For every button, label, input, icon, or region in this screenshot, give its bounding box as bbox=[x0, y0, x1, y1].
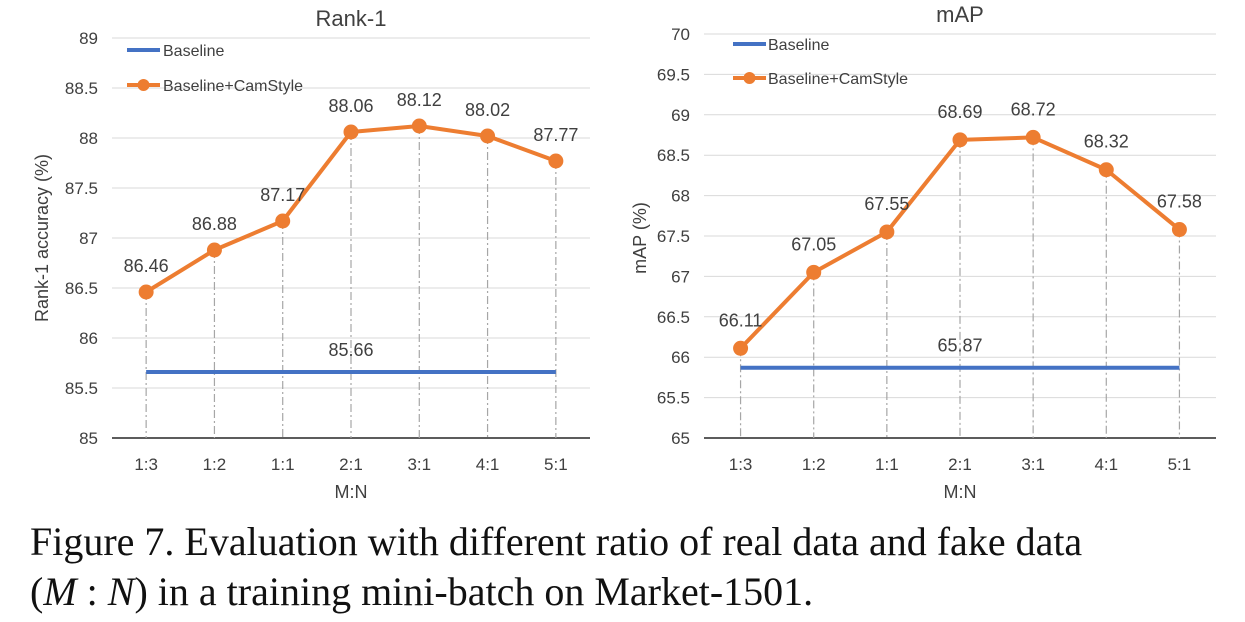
camstyle-point bbox=[480, 128, 496, 144]
y-tick-label: 67.5 bbox=[657, 227, 690, 246]
legend-baseline-label: Baseline bbox=[768, 37, 829, 54]
camstyle-data-label: 66.11 bbox=[719, 310, 763, 330]
y-tick-label: 88 bbox=[79, 129, 98, 148]
caption-math-n: N bbox=[107, 569, 135, 614]
y-tick-label: 68 bbox=[671, 187, 690, 206]
x-tick-label: 4:1 bbox=[476, 455, 500, 474]
camstyle-data-label: 88.02 bbox=[465, 100, 510, 120]
x-tick-label: 3:1 bbox=[407, 455, 431, 474]
y-tick-label: 88.5 bbox=[65, 79, 98, 98]
y-tick-label: 87 bbox=[79, 229, 98, 248]
y-tick-label: 85 bbox=[79, 429, 98, 448]
camstyle-data-label: 87.17 bbox=[260, 185, 305, 205]
camstyle-point bbox=[548, 153, 564, 169]
y-tick-label: 86.5 bbox=[65, 279, 98, 298]
y-tick-label: 89 bbox=[79, 29, 98, 48]
x-tick-label: 5:1 bbox=[544, 455, 568, 474]
camstyle-data-label: 86.46 bbox=[124, 256, 169, 276]
y-tick-label: 87.5 bbox=[65, 179, 98, 198]
camstyle-data-label: 67.58 bbox=[1157, 192, 1202, 212]
caption-math-m: M bbox=[43, 569, 77, 614]
camstyle-point bbox=[206, 242, 222, 258]
x-tick-label: 2:1 bbox=[339, 455, 363, 474]
y-tick-label: 68.5 bbox=[657, 146, 690, 165]
camstyle-point bbox=[1025, 129, 1041, 145]
x-tick-label: 2:1 bbox=[948, 455, 972, 474]
camstyle-data-label: 87.77 bbox=[533, 125, 578, 145]
chart-title: Rank-1 bbox=[316, 6, 387, 31]
camstyle-point bbox=[806, 264, 822, 280]
camstyle-point bbox=[275, 213, 291, 229]
y-tick-label: 66.5 bbox=[657, 308, 690, 327]
camstyle-point bbox=[1098, 162, 1114, 178]
y-axis-label: mAP (%) bbox=[630, 202, 650, 274]
camstyle-point bbox=[343, 124, 359, 140]
camstyle-point bbox=[733, 340, 749, 356]
x-tick-label: 1:2 bbox=[203, 455, 227, 474]
y-tick-label: 65.5 bbox=[657, 389, 690, 408]
x-tick-label: 1:2 bbox=[802, 455, 826, 474]
camstyle-data-label: 86.88 bbox=[192, 214, 237, 234]
charts-svg: 85 85.5 86 86.5 87 87.5 88 88.5 89 1:3 1:2 1:1 2:1 3:… bbox=[32, 2, 1216, 502]
legend-baseline-label: Baseline bbox=[163, 43, 224, 60]
y-tick-label: 67 bbox=[671, 267, 690, 286]
y-tick-label: 66 bbox=[671, 348, 690, 367]
camstyle-point bbox=[952, 132, 968, 148]
caption-open-paren: ( bbox=[30, 569, 44, 614]
camstyle-data-label: 68.32 bbox=[1084, 132, 1129, 152]
y-tick-label: 69 bbox=[671, 106, 690, 125]
caption-colon: : bbox=[76, 569, 108, 614]
caption-line-2: (M : N) in a training mini-batch on Mark… bbox=[30, 568, 1230, 616]
chart-title: mAP bbox=[936, 2, 984, 27]
camstyle-point bbox=[138, 284, 154, 300]
x-tick-label: 4:1 bbox=[1094, 455, 1118, 474]
y-tick-label: 70 bbox=[671, 25, 690, 44]
y-tick-label: 86 bbox=[79, 329, 98, 348]
x-tick-label: 1:3 bbox=[729, 455, 753, 474]
camstyle-data-label: 88.06 bbox=[328, 96, 373, 116]
x-tick-label: 1:3 bbox=[134, 455, 158, 474]
legend-camstyle-marker bbox=[743, 72, 756, 84]
x-tick-label: 5:1 bbox=[1168, 455, 1192, 474]
camstyle-data-label: 88.12 bbox=[397, 90, 442, 110]
y-tick-label: 85.5 bbox=[65, 379, 98, 398]
camstyle-data-label: 68.72 bbox=[1011, 99, 1056, 119]
camstyle-point bbox=[1171, 222, 1187, 238]
legend-camstyle-label: Baseline+CamStyle bbox=[163, 78, 303, 95]
caption-rest: ) in a training mini-batch on Market-150… bbox=[134, 569, 814, 614]
y-tick-label: 65 bbox=[671, 429, 690, 448]
caption-line-1: Figure 7. Evaluation with different rati… bbox=[30, 519, 1083, 564]
legend-camstyle-label: Baseline+CamStyle bbox=[768, 71, 908, 88]
x-tick-label: 1:1 bbox=[875, 455, 899, 474]
baseline-data-label: 85.66 bbox=[328, 340, 373, 360]
camstyle-point bbox=[879, 224, 895, 240]
camstyle-data-label: 67.05 bbox=[791, 234, 836, 254]
baseline-data-label: 65.87 bbox=[937, 336, 982, 356]
x-axis-label: M:N bbox=[944, 482, 977, 502]
x-axis-label: M:N bbox=[335, 482, 368, 502]
legend-camstyle-marker bbox=[137, 79, 150, 91]
y-axis-label: Rank-1 accuracy (%) bbox=[32, 154, 52, 322]
camstyle-data-label: 68.69 bbox=[937, 102, 982, 122]
x-tick-label: 1:1 bbox=[271, 455, 295, 474]
camstyle-point bbox=[411, 118, 427, 134]
y-tick-label: 69.5 bbox=[657, 65, 690, 84]
x-tick-label: 3:1 bbox=[1021, 455, 1045, 474]
camstyle-data-label: 67.55 bbox=[864, 194, 909, 214]
